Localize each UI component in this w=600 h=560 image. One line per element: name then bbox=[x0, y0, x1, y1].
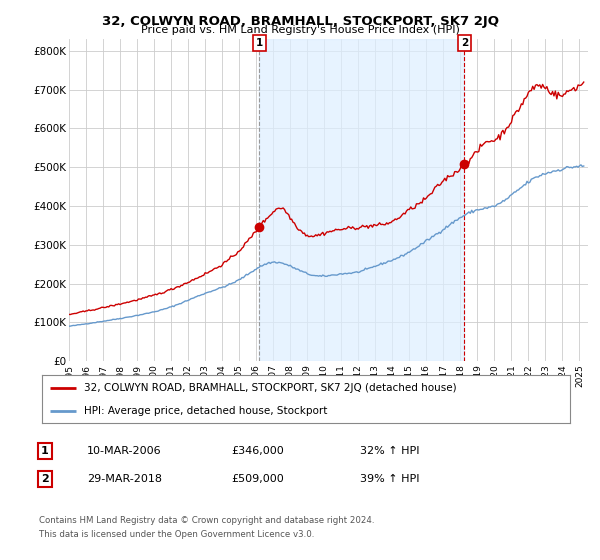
Text: 29-MAR-2018: 29-MAR-2018 bbox=[87, 474, 162, 484]
Text: £509,000: £509,000 bbox=[231, 474, 284, 484]
Text: This data is licensed under the Open Government Licence v3.0.: This data is licensed under the Open Gov… bbox=[39, 530, 314, 539]
Text: 32, COLWYN ROAD, BRAMHALL, STOCKPORT, SK7 2JQ (detached house): 32, COLWYN ROAD, BRAMHALL, STOCKPORT, SK… bbox=[84, 383, 457, 393]
Text: 2: 2 bbox=[41, 474, 49, 484]
Text: Price paid vs. HM Land Registry's House Price Index (HPI): Price paid vs. HM Land Registry's House … bbox=[140, 25, 460, 35]
Text: 1: 1 bbox=[256, 38, 263, 48]
Text: Contains HM Land Registry data © Crown copyright and database right 2024.: Contains HM Land Registry data © Crown c… bbox=[39, 516, 374, 525]
Text: HPI: Average price, detached house, Stockport: HPI: Average price, detached house, Stoc… bbox=[84, 406, 328, 416]
Text: 10-MAR-2006: 10-MAR-2006 bbox=[87, 446, 161, 456]
Text: 2: 2 bbox=[461, 38, 468, 48]
Text: £346,000: £346,000 bbox=[231, 446, 284, 456]
Text: 1: 1 bbox=[41, 446, 49, 456]
Text: 32, COLWYN ROAD, BRAMHALL, STOCKPORT, SK7 2JQ: 32, COLWYN ROAD, BRAMHALL, STOCKPORT, SK… bbox=[101, 15, 499, 27]
Text: 32% ↑ HPI: 32% ↑ HPI bbox=[360, 446, 419, 456]
Text: 39% ↑ HPI: 39% ↑ HPI bbox=[360, 474, 419, 484]
Bar bbox=[259, 39, 464, 361]
